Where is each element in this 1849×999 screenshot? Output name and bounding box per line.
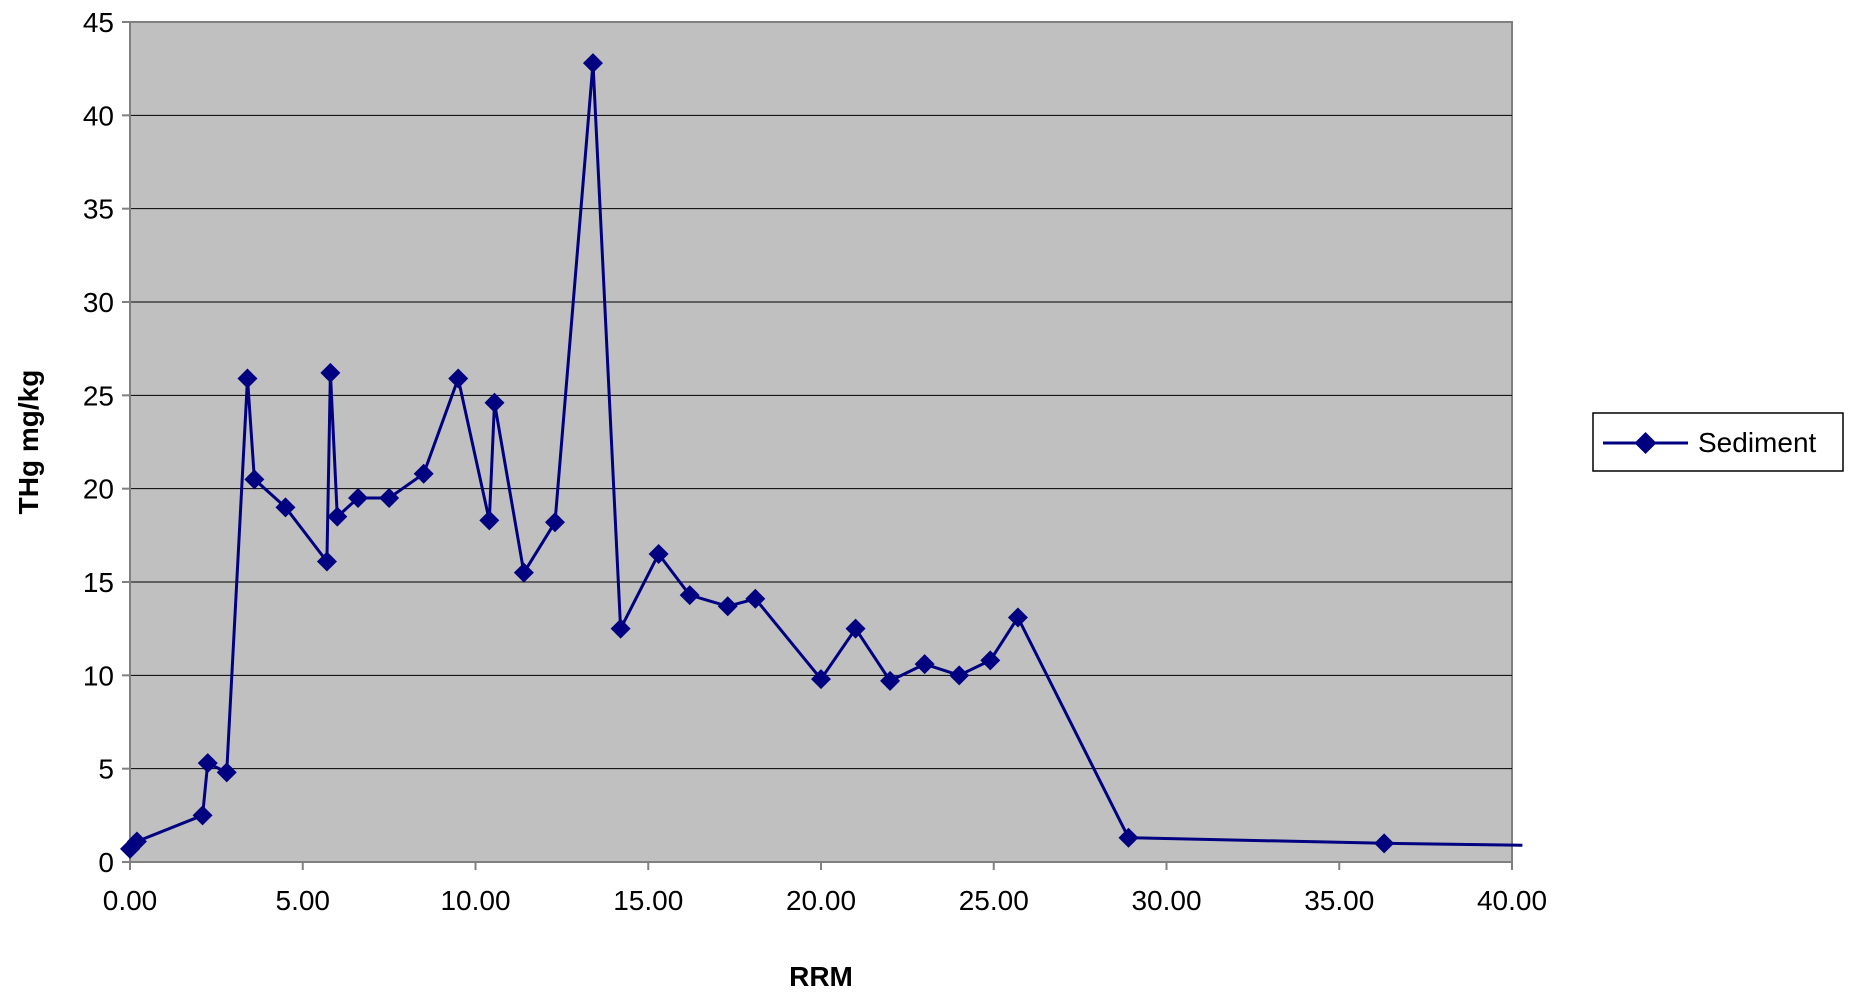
data-point-marker bbox=[1374, 833, 1395, 854]
axes bbox=[122, 21, 1513, 870]
y-tick-label: 45 bbox=[83, 7, 114, 38]
y-tick-label: 15 bbox=[83, 567, 114, 598]
data-point-marker bbox=[320, 362, 341, 383]
data-point-marker bbox=[1007, 607, 1028, 628]
x-tick-label: 20.00 bbox=[786, 885, 856, 916]
data-point-marker bbox=[582, 53, 603, 74]
x-tick-label: 30.00 bbox=[1131, 885, 1201, 916]
y-tick-label: 25 bbox=[83, 380, 114, 411]
data-point-marker bbox=[413, 463, 434, 484]
data-point-marker bbox=[216, 762, 237, 783]
x-tick-label: 15.00 bbox=[613, 885, 683, 916]
data-point-marker bbox=[192, 805, 213, 826]
y-axis-title: THg mg/kg bbox=[13, 370, 44, 515]
data-point-marker bbox=[484, 392, 505, 413]
data-point-marker bbox=[448, 368, 469, 389]
data-point-marker bbox=[811, 669, 831, 690]
x-tick-label: 35.00 bbox=[1304, 885, 1374, 916]
data-point-marker bbox=[513, 562, 534, 583]
data-point-marker bbox=[348, 488, 369, 508]
data-point-marker bbox=[316, 551, 337, 572]
data-point-marker bbox=[648, 544, 669, 564]
y-tick-label: 5 bbox=[98, 754, 114, 785]
data-point-marker bbox=[544, 512, 565, 533]
data-point-marker bbox=[237, 368, 258, 389]
data-point-marker bbox=[244, 469, 265, 490]
series-sediment bbox=[120, 53, 1523, 859]
y-tick-label: 10 bbox=[83, 660, 114, 691]
data-point-marker bbox=[880, 670, 901, 691]
data-point-marker bbox=[610, 618, 631, 639]
y-tick-label: 40 bbox=[83, 100, 114, 131]
data-point-marker bbox=[327, 506, 348, 527]
y-tick-label: 30 bbox=[83, 287, 114, 318]
data-point-marker bbox=[745, 588, 766, 609]
data-point-marker bbox=[479, 510, 500, 531]
x-tick-labels: 0.00 5.00 10.00 15.00 20.00 25.00 30.00 35.00 40… bbox=[103, 885, 1547, 916]
data-point-marker bbox=[275, 497, 296, 518]
data-point-marker bbox=[914, 654, 935, 675]
data-point-marker bbox=[717, 596, 738, 617]
y-tick-labels: 0 5 10 15 20 25 30 35 40 45 bbox=[83, 7, 114, 878]
legend-marker-icon bbox=[1634, 432, 1657, 454]
gridlines bbox=[130, 114, 1512, 770]
legend: Sediment bbox=[1592, 412, 1844, 472]
data-point-marker bbox=[379, 488, 400, 508]
data-point-marker bbox=[980, 650, 1001, 671]
x-tick-label: 10.00 bbox=[440, 885, 510, 916]
x-tick-label: 5.00 bbox=[276, 885, 331, 916]
data-point-marker bbox=[949, 665, 970, 686]
plot-area bbox=[129, 21, 1513, 863]
y-tick-label: 35 bbox=[83, 194, 114, 225]
x-tick-label: 25.00 bbox=[959, 885, 1029, 916]
data-point-marker bbox=[1118, 827, 1139, 848]
y-tick-label: 20 bbox=[83, 474, 114, 505]
data-point-marker bbox=[197, 753, 218, 774]
data-point-marker bbox=[845, 618, 866, 639]
x-tick-label: 40.00 bbox=[1477, 885, 1547, 916]
x-tick-label: 0.00 bbox=[103, 885, 158, 916]
x-axis-title: RRM bbox=[789, 961, 853, 992]
data-point-marker bbox=[126, 831, 147, 852]
data-point-marker bbox=[679, 585, 700, 606]
y-tick-label: 0 bbox=[98, 847, 114, 878]
legend-label: Sediment bbox=[1698, 427, 1817, 458]
